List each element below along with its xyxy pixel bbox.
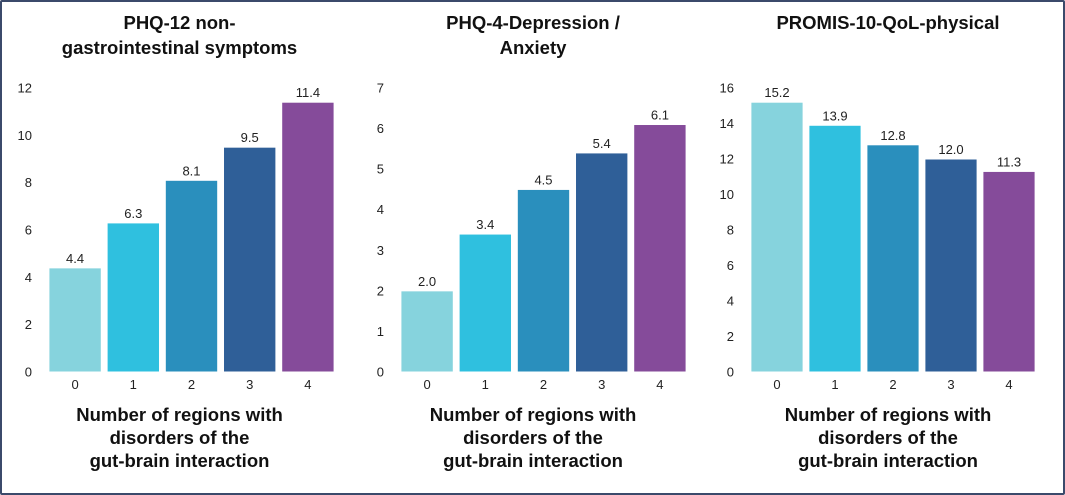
x-tick-label: 1	[130, 377, 137, 392]
bar	[48, 267, 102, 373]
data-label: 4.4	[66, 251, 84, 266]
chart-title: PHQ-12 non- gastrointestinal symptoms	[61, 12, 298, 58]
x-tick-label: 3	[947, 377, 954, 392]
x-tick-label: 4	[304, 377, 311, 392]
y-tick-label: 4	[25, 270, 32, 285]
bar	[458, 233, 512, 373]
y-tick-label: 14	[720, 116, 734, 131]
y-tick-label: 6	[727, 258, 734, 273]
y-tick-label: 7	[377, 81, 384, 96]
y-tick-label: 6	[377, 121, 384, 136]
y-tick-label: 1	[377, 324, 384, 339]
y-tick-label: 16	[720, 81, 734, 96]
y-tick-label: 10	[720, 187, 734, 202]
x-tick-label: 0	[71, 377, 78, 392]
x-tick-label: 1	[482, 377, 489, 392]
x-tick-label: 4	[656, 377, 663, 392]
bar	[281, 101, 335, 373]
x-axis-title: Number of regions with disorders of the …	[429, 404, 637, 471]
x-tick-label: 0	[773, 377, 780, 392]
data-label: 9.5	[241, 130, 259, 145]
x-tick-label: 1	[831, 377, 838, 392]
data-label: 15.2	[764, 85, 789, 100]
x-axis-title: Number of regions with disorders of the …	[784, 404, 992, 471]
y-tick-label: 0	[25, 365, 32, 380]
chart-panel-promis10: PROMIS-10-QoL-physical 0 2 4 6 8 10 12 14 16 15.2…	[718, 0, 1058, 495]
x-tick-label: 2	[540, 377, 547, 392]
y-tick-label: 0	[377, 365, 384, 380]
y-tick-label: 8	[727, 223, 734, 238]
y-tick-label: 2	[25, 317, 32, 332]
bar	[866, 144, 920, 373]
y-tick-label: 6	[25, 223, 32, 238]
data-label: 6.1	[651, 108, 669, 123]
x-tick-label: 3	[246, 377, 253, 392]
y-tick-label: 2	[377, 283, 384, 298]
bar	[633, 124, 687, 373]
data-label: 4.5	[534, 172, 552, 187]
bar	[223, 146, 277, 373]
bar	[750, 101, 804, 373]
bar	[164, 179, 219, 373]
y-tick-label: 4	[377, 202, 384, 217]
y-tick-label: 10	[18, 128, 32, 143]
y-tick-label: 5	[377, 162, 384, 177]
bar	[575, 152, 629, 373]
bar	[106, 222, 160, 373]
data-label: 11.3	[997, 154, 1021, 169]
y-tick-label: 4	[727, 294, 734, 309]
x-tick-label: 0	[423, 377, 430, 392]
bar	[982, 170, 1036, 373]
chart-panel-phq12: PHQ-12 non- gastrointestinal symptoms 0 2…	[12, 0, 347, 495]
x-tick-label: 4	[1005, 377, 1012, 392]
chart-panel-phq4: PHQ-4-Depression / Anxiety 0 1 2 3 4 5 6 7 2.0 0 3…	[363, 0, 703, 495]
chart-title: PROMIS-10-QoL-physical	[776, 12, 1000, 33]
data-label: 2.0	[418, 274, 436, 289]
data-label: 12.8	[880, 128, 905, 143]
bar-plot: 0 2 4 6 8 10 12 14 16 15.2 0 13.9 1 12.8 2 12.0 3 11.3 4	[720, 81, 1036, 392]
x-axis-title: Number of regions with disorders of the …	[76, 404, 283, 471]
x-tick-label: 3	[598, 377, 605, 392]
bar	[400, 290, 454, 373]
y-tick-label: 12	[720, 152, 734, 167]
x-tick-label: 2	[188, 377, 195, 392]
data-label: 3.4	[476, 217, 494, 232]
bar	[924, 158, 978, 373]
bar	[516, 188, 571, 373]
chart-title: PHQ-4-Depression / Anxiety	[446, 12, 620, 58]
data-label: 13.9	[822, 108, 847, 123]
y-tick-label: 2	[727, 329, 734, 344]
data-label: 6.3	[124, 206, 142, 221]
bar-plot: 0 1 2 3 4 5 6 7 2.0 0 3.4 1 4.5 2 5.4 3 6.1 4	[377, 81, 687, 392]
y-tick-label: 12	[18, 81, 32, 96]
bar-plot: 0 2 4 6 8 10 12 4.4 0 6.3 1 8.1 2 9.5 3 11.4 4	[18, 81, 335, 392]
x-tick-label: 2	[889, 377, 896, 392]
data-label: 12.0	[938, 142, 963, 157]
bar	[808, 124, 862, 373]
data-label: 11.4	[296, 85, 320, 100]
data-label: 5.4	[593, 136, 611, 151]
y-tick-label: 8	[25, 175, 32, 190]
y-tick-label: 3	[377, 243, 384, 258]
data-label: 8.1	[182, 163, 200, 178]
y-tick-label: 0	[727, 365, 734, 380]
